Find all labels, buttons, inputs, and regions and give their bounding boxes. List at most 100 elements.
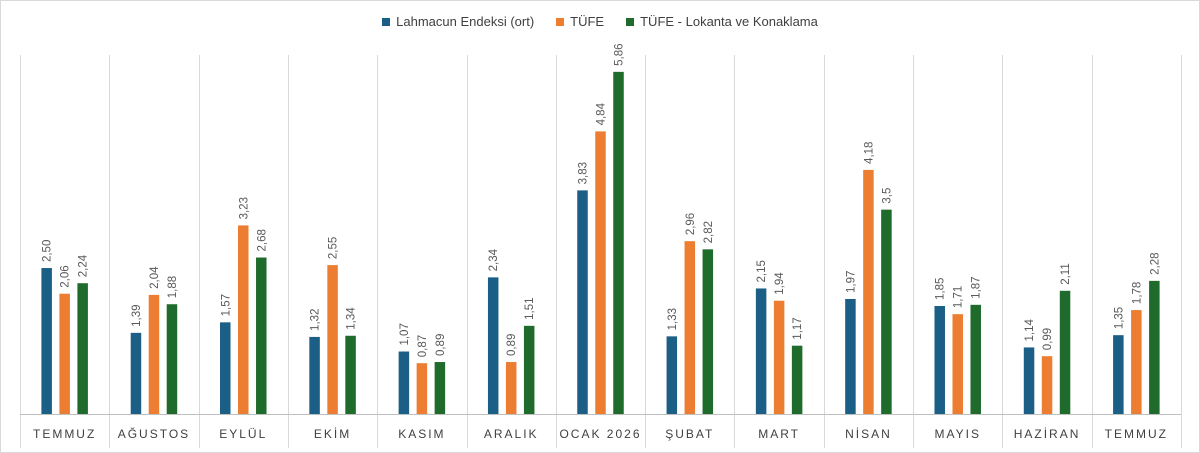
- category-label: ŞUBAT: [665, 427, 714, 441]
- bar-lahmacun: [755, 288, 767, 414]
- data-label: 1,33: [667, 308, 679, 330]
- data-label: 1,94: [774, 272, 786, 295]
- bar-tufe-lokanta: [881, 209, 892, 414]
- bar-tufe: [327, 265, 338, 414]
- bar-tufe: [1041, 356, 1053, 414]
- category-label: AĞUSTOS: [118, 426, 190, 441]
- data-label: 1,87: [971, 276, 983, 298]
- bar-tufe: [238, 225, 249, 414]
- bar-lahmacun: [220, 322, 231, 414]
- data-label: 2,55: [328, 237, 340, 259]
- bar-tufe: [684, 241, 696, 414]
- bar-tufe-lokanta: [523, 325, 535, 414]
- category-label: KASIM: [398, 427, 445, 441]
- data-label: 1,57: [220, 294, 232, 316]
- data-label: 1,88: [167, 276, 179, 298]
- data-label: 2,82: [703, 221, 715, 243]
- bar-tufe-lokanta: [434, 362, 446, 414]
- data-label: 2,06: [60, 265, 72, 287]
- data-label: 3,5: [881, 188, 893, 204]
- category-label: MART: [758, 427, 800, 441]
- data-label: 1,85: [935, 278, 947, 300]
- bar-lahmacun: [934, 305, 945, 414]
- chart-legend: Lahmacun Endeksi (ort) TÜFE TÜFE - Lokan…: [0, 14, 1200, 29]
- data-label: 0,89: [506, 334, 518, 356]
- legend-label-lahmacun: Lahmacun Endeksi (ort): [396, 14, 535, 29]
- data-label: 0,89: [435, 334, 447, 356]
- category-label: OCAK 2026: [559, 427, 641, 441]
- data-label: 1,97: [845, 271, 857, 293]
- bar-tufe-lokanta: [1059, 290, 1071, 414]
- bar-tufe-lokanta: [166, 304, 178, 414]
- legend-item-tufe: TÜFE: [556, 14, 604, 29]
- bar-tufe: [773, 300, 785, 414]
- category-label: ARALIK: [484, 427, 539, 441]
- bar-lahmacun: [41, 268, 52, 414]
- bar-lahmacun: [398, 351, 410, 414]
- bar-lahmacun: [1113, 335, 1124, 414]
- data-label: 3,23: [238, 197, 250, 219]
- data-label: 1,35: [1113, 307, 1125, 329]
- bar-tufe-lokanta: [1149, 280, 1160, 414]
- bar-tufe: [595, 131, 606, 415]
- bar-tufe: [952, 314, 963, 414]
- bar-tufe: [505, 362, 517, 414]
- legend-label-tufe-lokanta: TÜFE - Lokanta ve Konaklama: [640, 14, 818, 29]
- data-label: 2,68: [256, 229, 268, 251]
- legend-swatch-tufe: [556, 17, 565, 26]
- bar-lahmacun: [1023, 347, 1035, 414]
- bar-tufe-lokanta: [345, 335, 356, 414]
- category-label: EKİM: [314, 427, 351, 441]
- legend-item-lahmacun: Lahmacun Endeksi (ort): [382, 14, 534, 29]
- data-label: 3,83: [578, 162, 590, 184]
- bar-lahmacun: [577, 190, 588, 414]
- bar-tufe: [148, 294, 160, 414]
- data-label: 0,99: [1042, 328, 1054, 350]
- data-label: 2,34: [488, 248, 500, 271]
- data-label: 5,86: [614, 43, 626, 65]
- bar-tufe: [1131, 310, 1142, 414]
- data-label: 4,84: [596, 102, 608, 125]
- category-label: TEMMUZ: [1105, 427, 1168, 441]
- bar-lahmacun: [130, 332, 142, 414]
- data-label: 1,07: [399, 323, 411, 345]
- data-label: 1,32: [310, 309, 322, 331]
- data-label: 2,15: [756, 260, 768, 282]
- category-label: NİSAN: [845, 427, 892, 441]
- legend-swatch-tufe-lokanta: [626, 17, 635, 26]
- data-label: 1,78: [1131, 282, 1143, 304]
- category-label: EYLÜL: [219, 427, 267, 441]
- data-label: 1,17: [792, 317, 804, 339]
- bar-tufe: [863, 169, 874, 414]
- legend-item-tufe-lokanta: TÜFE - Lokanta ve Konaklama: [626, 14, 818, 29]
- legend-label-tufe: TÜFE: [570, 14, 605, 29]
- bar-tufe-lokanta: [791, 345, 803, 414]
- bar-tufe-lokanta: [77, 283, 88, 414]
- category-label: MAYIS: [935, 427, 981, 441]
- data-label: 0,87: [417, 335, 429, 357]
- bar-tufe-lokanta: [970, 304, 981, 414]
- bar-tufe-lokanta: [702, 249, 714, 414]
- data-label: 2,96: [685, 213, 697, 235]
- data-label: 2,28: [1149, 252, 1161, 274]
- bar-tufe: [416, 363, 428, 414]
- data-label: 2,24: [78, 254, 90, 277]
- bar-lahmacun: [487, 277, 499, 414]
- category-label: TEMMUZ: [33, 427, 96, 441]
- data-label: 1,39: [131, 304, 143, 326]
- bar-lahmacun: [845, 298, 856, 414]
- data-label: 1,14: [1024, 318, 1036, 341]
- bar-lahmacun: [309, 336, 320, 414]
- data-label: 1,71: [953, 286, 965, 308]
- bar-tufe-lokanta: [613, 71, 624, 414]
- legend-swatch-lahmacun: [382, 17, 391, 26]
- data-label: 1,34: [346, 307, 358, 330]
- bar-tufe: [59, 293, 70, 414]
- data-label: 2,11: [1060, 263, 1072, 285]
- data-label: 1,51: [524, 297, 536, 319]
- bar-lahmacun: [666, 336, 678, 414]
- category-label: HAZİRAN: [1014, 427, 1081, 441]
- data-label: 2,04: [149, 266, 161, 289]
- data-label: 4,18: [863, 142, 875, 164]
